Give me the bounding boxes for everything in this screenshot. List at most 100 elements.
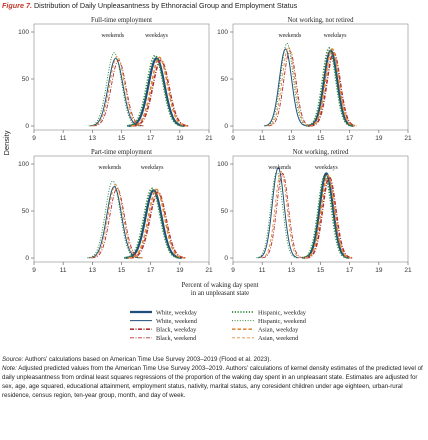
- density-curve-hispanic-weekday: [301, 174, 348, 259]
- x-tick-label: 13: [89, 267, 97, 274]
- x-tick-label: 9: [32, 267, 36, 274]
- x-tick-label: 21: [404, 267, 412, 274]
- legend-label: White, weekend: [156, 318, 198, 325]
- figure-title-text: Distribution of Daily Unpleasantness by …: [33, 1, 298, 10]
- density-curve-white-weekend: [90, 57, 142, 127]
- panel-annotation: weekends: [101, 33, 125, 39]
- y-tick-label: 100: [217, 161, 228, 168]
- panel-title: Not working, retired: [293, 149, 349, 156]
- y-tick-label: 100: [217, 29, 228, 36]
- y-tick-label: 50: [221, 76, 229, 83]
- y-tick-label: 50: [22, 76, 30, 83]
- panel-title: Part-time employment: [91, 149, 152, 156]
- panel-annotation: weekdays: [145, 33, 169, 39]
- panel-annotation: weekends: [98, 165, 122, 171]
- density-curve-asian-weekday: [131, 56, 188, 127]
- y-tick-label: 0: [25, 123, 29, 130]
- density-curve-asian-weekend: [266, 46, 310, 127]
- x-tick-label: 13: [288, 135, 296, 142]
- x-tick-label: 11: [259, 135, 266, 142]
- figure-title: Figure 7. Distribution of Daily Unpleasa…: [2, 1, 426, 12]
- x-tick-label: 17: [147, 135, 155, 142]
- x-tick-label: 9: [32, 135, 36, 142]
- source-note: Source: Authors’ calculations based on A…: [2, 355, 424, 364]
- x-tick-label: 21: [205, 135, 213, 142]
- density-curve-white-weekend: [88, 186, 140, 259]
- panel-annotation: weekdays: [324, 33, 348, 39]
- x-tick-label: 19: [176, 267, 184, 274]
- x-tick-label: 9: [231, 267, 235, 274]
- x-tick-label: 9: [231, 135, 235, 142]
- density-curve-black-weekend: [268, 50, 312, 127]
- panel-title: Full-time employment: [91, 17, 152, 24]
- legend-label: Hispanic, weekend: [258, 318, 307, 325]
- panel-annotation: weekdays: [315, 165, 339, 171]
- panel-annotation: weekdays: [141, 165, 165, 171]
- density-curve-white-weekday: [303, 172, 350, 259]
- y-tick-label: 100: [18, 29, 29, 36]
- legend-label: Black, weekday: [156, 327, 197, 334]
- x-tick-label: 15: [118, 135, 126, 142]
- note-text: Adjusted predicted values from the Ameri…: [2, 365, 423, 399]
- legend-label: Black, weekend: [156, 335, 197, 342]
- panel-frame: [33, 155, 210, 263]
- density-curve-asian-weekend: [91, 55, 143, 127]
- y-tick-label: 0: [25, 255, 29, 262]
- density-curve-black-weekend: [262, 172, 304, 259]
- x-tick-label: 11: [60, 267, 67, 274]
- x-tick-label: 19: [375, 267, 383, 274]
- density-curve-black-weekend: [93, 59, 145, 127]
- x-tick-label: 13: [288, 267, 296, 274]
- density-curve-hispanic-weekend: [88, 52, 140, 127]
- y-tick-label: 50: [22, 208, 30, 215]
- figure-number: Figure 7.: [2, 1, 32, 10]
- panel-annotation: weekends: [268, 165, 292, 171]
- panel-annotation: weekends: [278, 33, 302, 39]
- density-curve-black-weekday: [306, 176, 353, 259]
- x-tick-label: 21: [205, 267, 213, 274]
- x-axis-label: in an unpleasant state: [191, 290, 249, 297]
- density-curve-hispanic-weekend: [256, 171, 298, 259]
- y-tick-label: 100: [18, 161, 29, 168]
- density-curve-asian-weekday: [309, 48, 356, 127]
- source-text: Authors’ calculations based on American …: [24, 356, 272, 363]
- x-tick-label: 11: [259, 267, 266, 274]
- density-curve-asian-weekday: [304, 174, 351, 259]
- x-tick-label: 17: [346, 267, 354, 274]
- panel-title: Not working, not retired: [287, 17, 354, 24]
- y-axis-label: Density: [2, 130, 11, 155]
- density-curve-white-weekend: [264, 48, 307, 127]
- y-tick-label: 50: [221, 208, 229, 215]
- x-tick-label: 19: [176, 135, 184, 142]
- x-tick-label: 15: [317, 267, 325, 274]
- y-tick-label: 0: [224, 123, 228, 130]
- legend-label: Asian, weekend: [258, 335, 299, 342]
- x-tick-label: 19: [375, 135, 383, 142]
- density-curve-white-weekday: [128, 57, 185, 127]
- source-label: Source:: [2, 356, 24, 363]
- x-tick-label: 13: [89, 135, 97, 142]
- density-curve-black-weekday: [310, 51, 357, 127]
- density-curve-black-weekday: [132, 59, 190, 127]
- x-tick-label: 17: [346, 135, 354, 142]
- density-curve-hispanic-weekend: [87, 180, 139, 259]
- density-curve-asian-weekday: [128, 188, 185, 259]
- methods-note: Note: Adjusted predicted values from the…: [2, 364, 424, 400]
- density-curve-black-weekday: [129, 191, 187, 259]
- x-tick-label: 11: [60, 135, 67, 142]
- density-curve-white-weekend: [257, 167, 299, 259]
- x-tick-label: 15: [317, 135, 325, 142]
- density-curve-black-weekend: [91, 187, 143, 259]
- x-tick-label: 17: [147, 267, 155, 274]
- legend-label: White, weekday: [156, 309, 198, 316]
- y-tick-label: 0: [224, 255, 228, 262]
- density-chart: Density Full-time employment 0 50 100 9 11 13 15…: [2, 17, 412, 342]
- note-label: Note:: [2, 365, 17, 372]
- density-curve-asian-weekend: [260, 171, 302, 259]
- x-tick-label: 15: [118, 267, 126, 274]
- legend-label: Asian, weekday: [258, 327, 299, 334]
- figure-caption: Source: Authors’ calculations based on A…: [2, 355, 424, 439]
- x-tick-label: 21: [404, 135, 412, 142]
- density-curve-hispanic-weekend: [265, 42, 309, 127]
- density-curve-hispanic-weekday: [126, 54, 184, 127]
